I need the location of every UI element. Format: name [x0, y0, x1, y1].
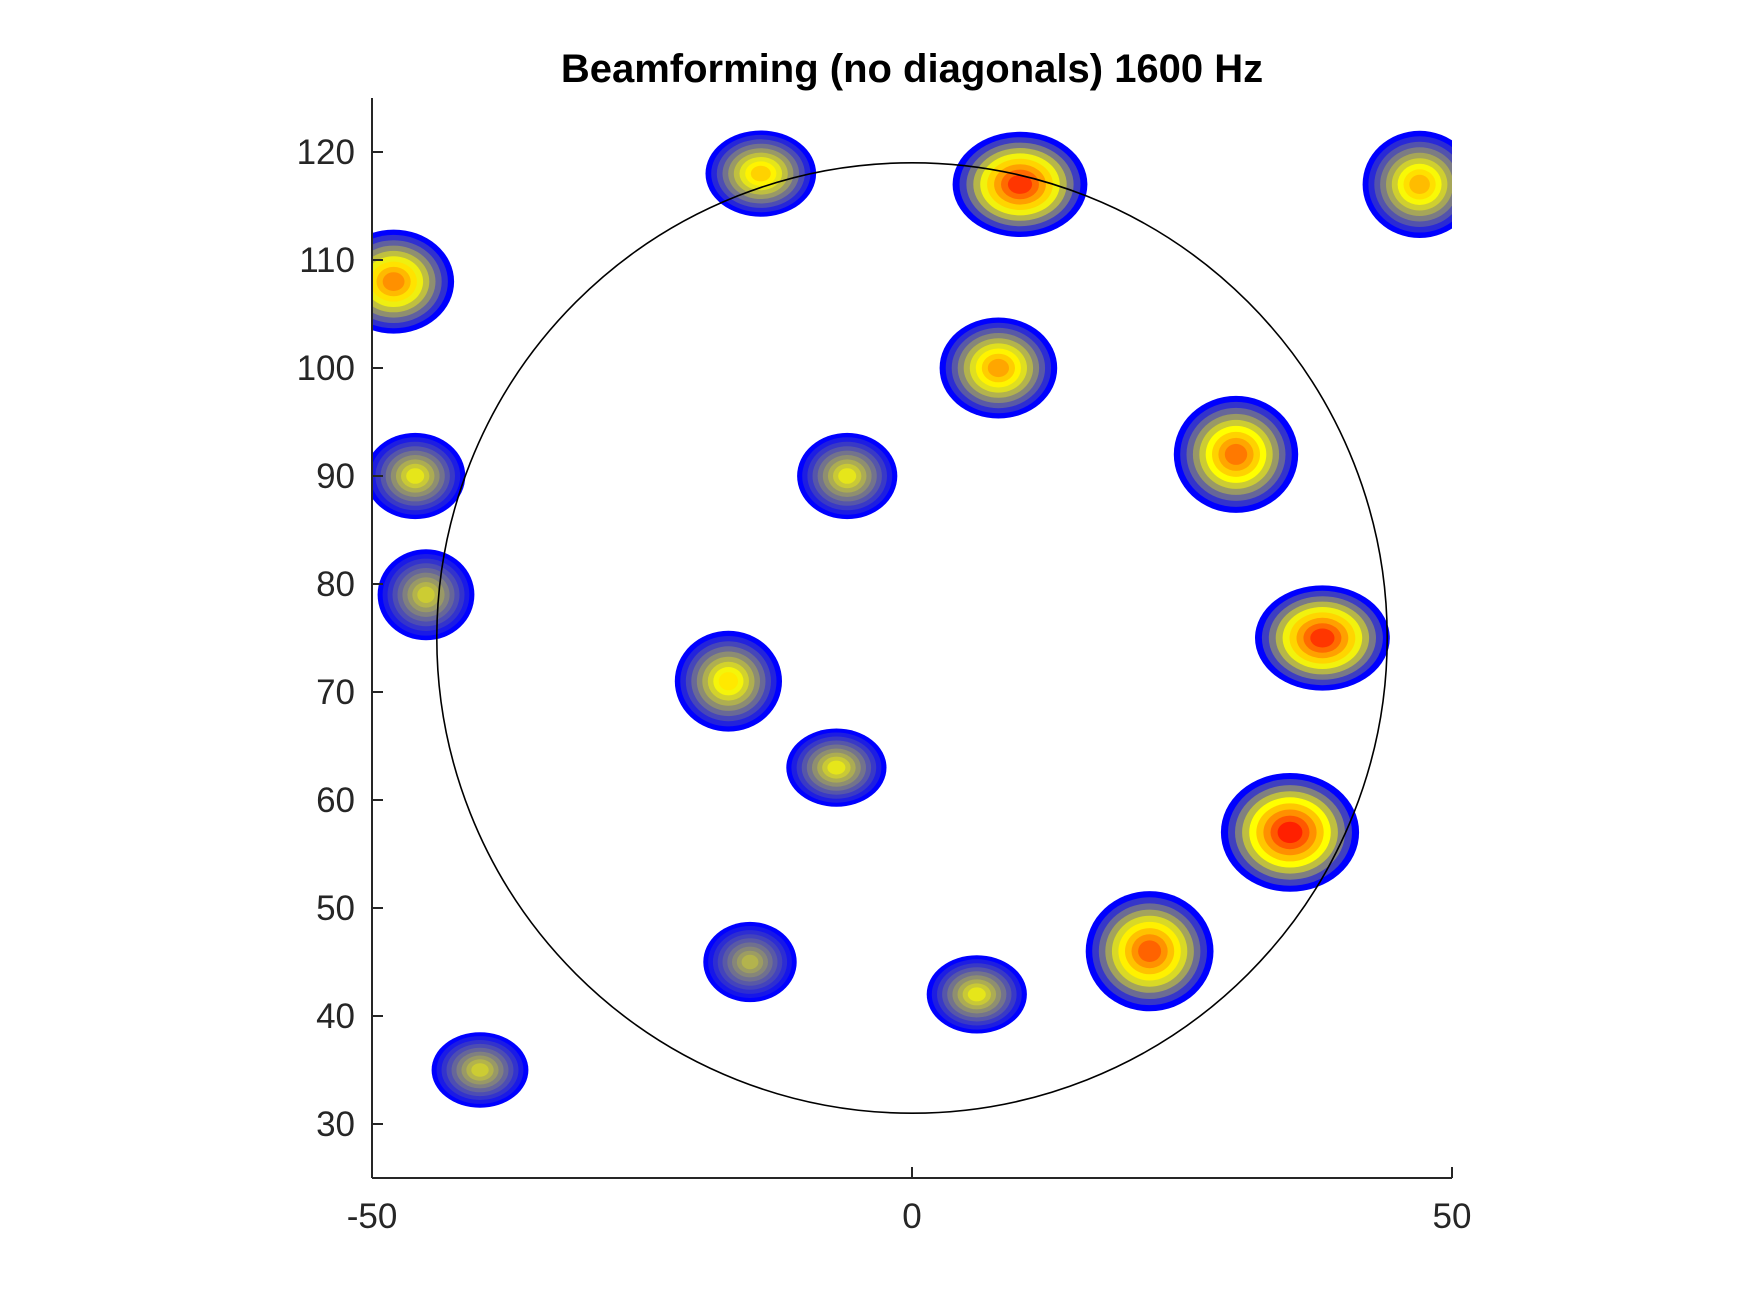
contour-level	[1138, 940, 1162, 962]
contour-level	[827, 760, 846, 775]
chart-title: Beamforming (no diagonals) 1600 Hz	[561, 47, 1263, 91]
contour-blob-arc-bottom-right	[1085, 891, 1214, 1012]
y-tick-label: 60	[316, 781, 355, 820]
contour-level	[1409, 174, 1430, 194]
contour-blob-arc-bottom	[926, 955, 1027, 1034]
x-tick-label: 50	[1433, 1197, 1472, 1236]
y-tick-label: 70	[316, 673, 355, 712]
contour-blob-arc-upper	[939, 317, 1058, 419]
y-tick-label: 90	[316, 457, 355, 496]
y-tick-label: 100	[297, 349, 355, 388]
x-tick-label: 0	[902, 1197, 921, 1236]
axes: -50 0 50 30 40 50 60 70 80 90 100 110 120	[297, 98, 1472, 1236]
x-tick-label: -50	[347, 1197, 398, 1236]
contour-level	[1277, 821, 1303, 844]
contour-level	[417, 586, 435, 603]
contour-level	[406, 468, 425, 484]
contour-blob-top-right-edge	[1362, 130, 1452, 238]
contour-blob-arc-right-upper	[1173, 395, 1299, 513]
contour-blob-left-lower-blob	[377, 549, 475, 641]
reference-circle	[435, 161, 1389, 1115]
y-tick-label: 30	[316, 1105, 355, 1144]
contour-level	[1310, 628, 1335, 648]
plot-area	[372, 130, 1452, 1115]
contour-level	[838, 468, 857, 484]
contour-blob-arc-right	[1255, 585, 1390, 691]
contour-level	[718, 672, 739, 691]
contour-level	[741, 954, 759, 970]
contour-blob-lower-left-center-blob	[703, 921, 797, 1003]
x-ticks: -50 0 50	[347, 1167, 1472, 1236]
y-tick-label: 40	[316, 997, 355, 1036]
contour-blob-arc-right-lower	[1220, 773, 1360, 892]
contour-level	[967, 987, 986, 1002]
contour-level	[1224, 443, 1248, 465]
contour-level	[750, 165, 771, 182]
y-tick-label: 110	[299, 241, 355, 280]
contour-level	[987, 358, 1010, 378]
contour-level	[1007, 174, 1033, 194]
y-tick-label: 120	[297, 133, 355, 172]
contour-blob-top-center-blob	[705, 130, 817, 217]
contour-blob-center-upper-blob	[797, 432, 898, 520]
contour-blob-left-mid-blob	[372, 432, 466, 520]
y-tick-label: 80	[316, 565, 355, 604]
contour-blob-top-left-edge	[372, 229, 455, 334]
contour-level	[382, 272, 405, 291]
contour-blob-arc-top	[952, 131, 1088, 237]
contour-blob-center-left-blob	[674, 630, 783, 732]
contour-blob-center-lower-blob	[786, 728, 887, 807]
contour-blob-bottom-left-blob	[431, 1032, 529, 1108]
y-ticks: 30 40 50 60 70 80 90 100 110 120	[297, 133, 383, 1144]
y-tick-label: 50	[316, 889, 355, 928]
contour-level	[471, 1063, 489, 1077]
contour-layer	[372, 130, 1452, 1108]
